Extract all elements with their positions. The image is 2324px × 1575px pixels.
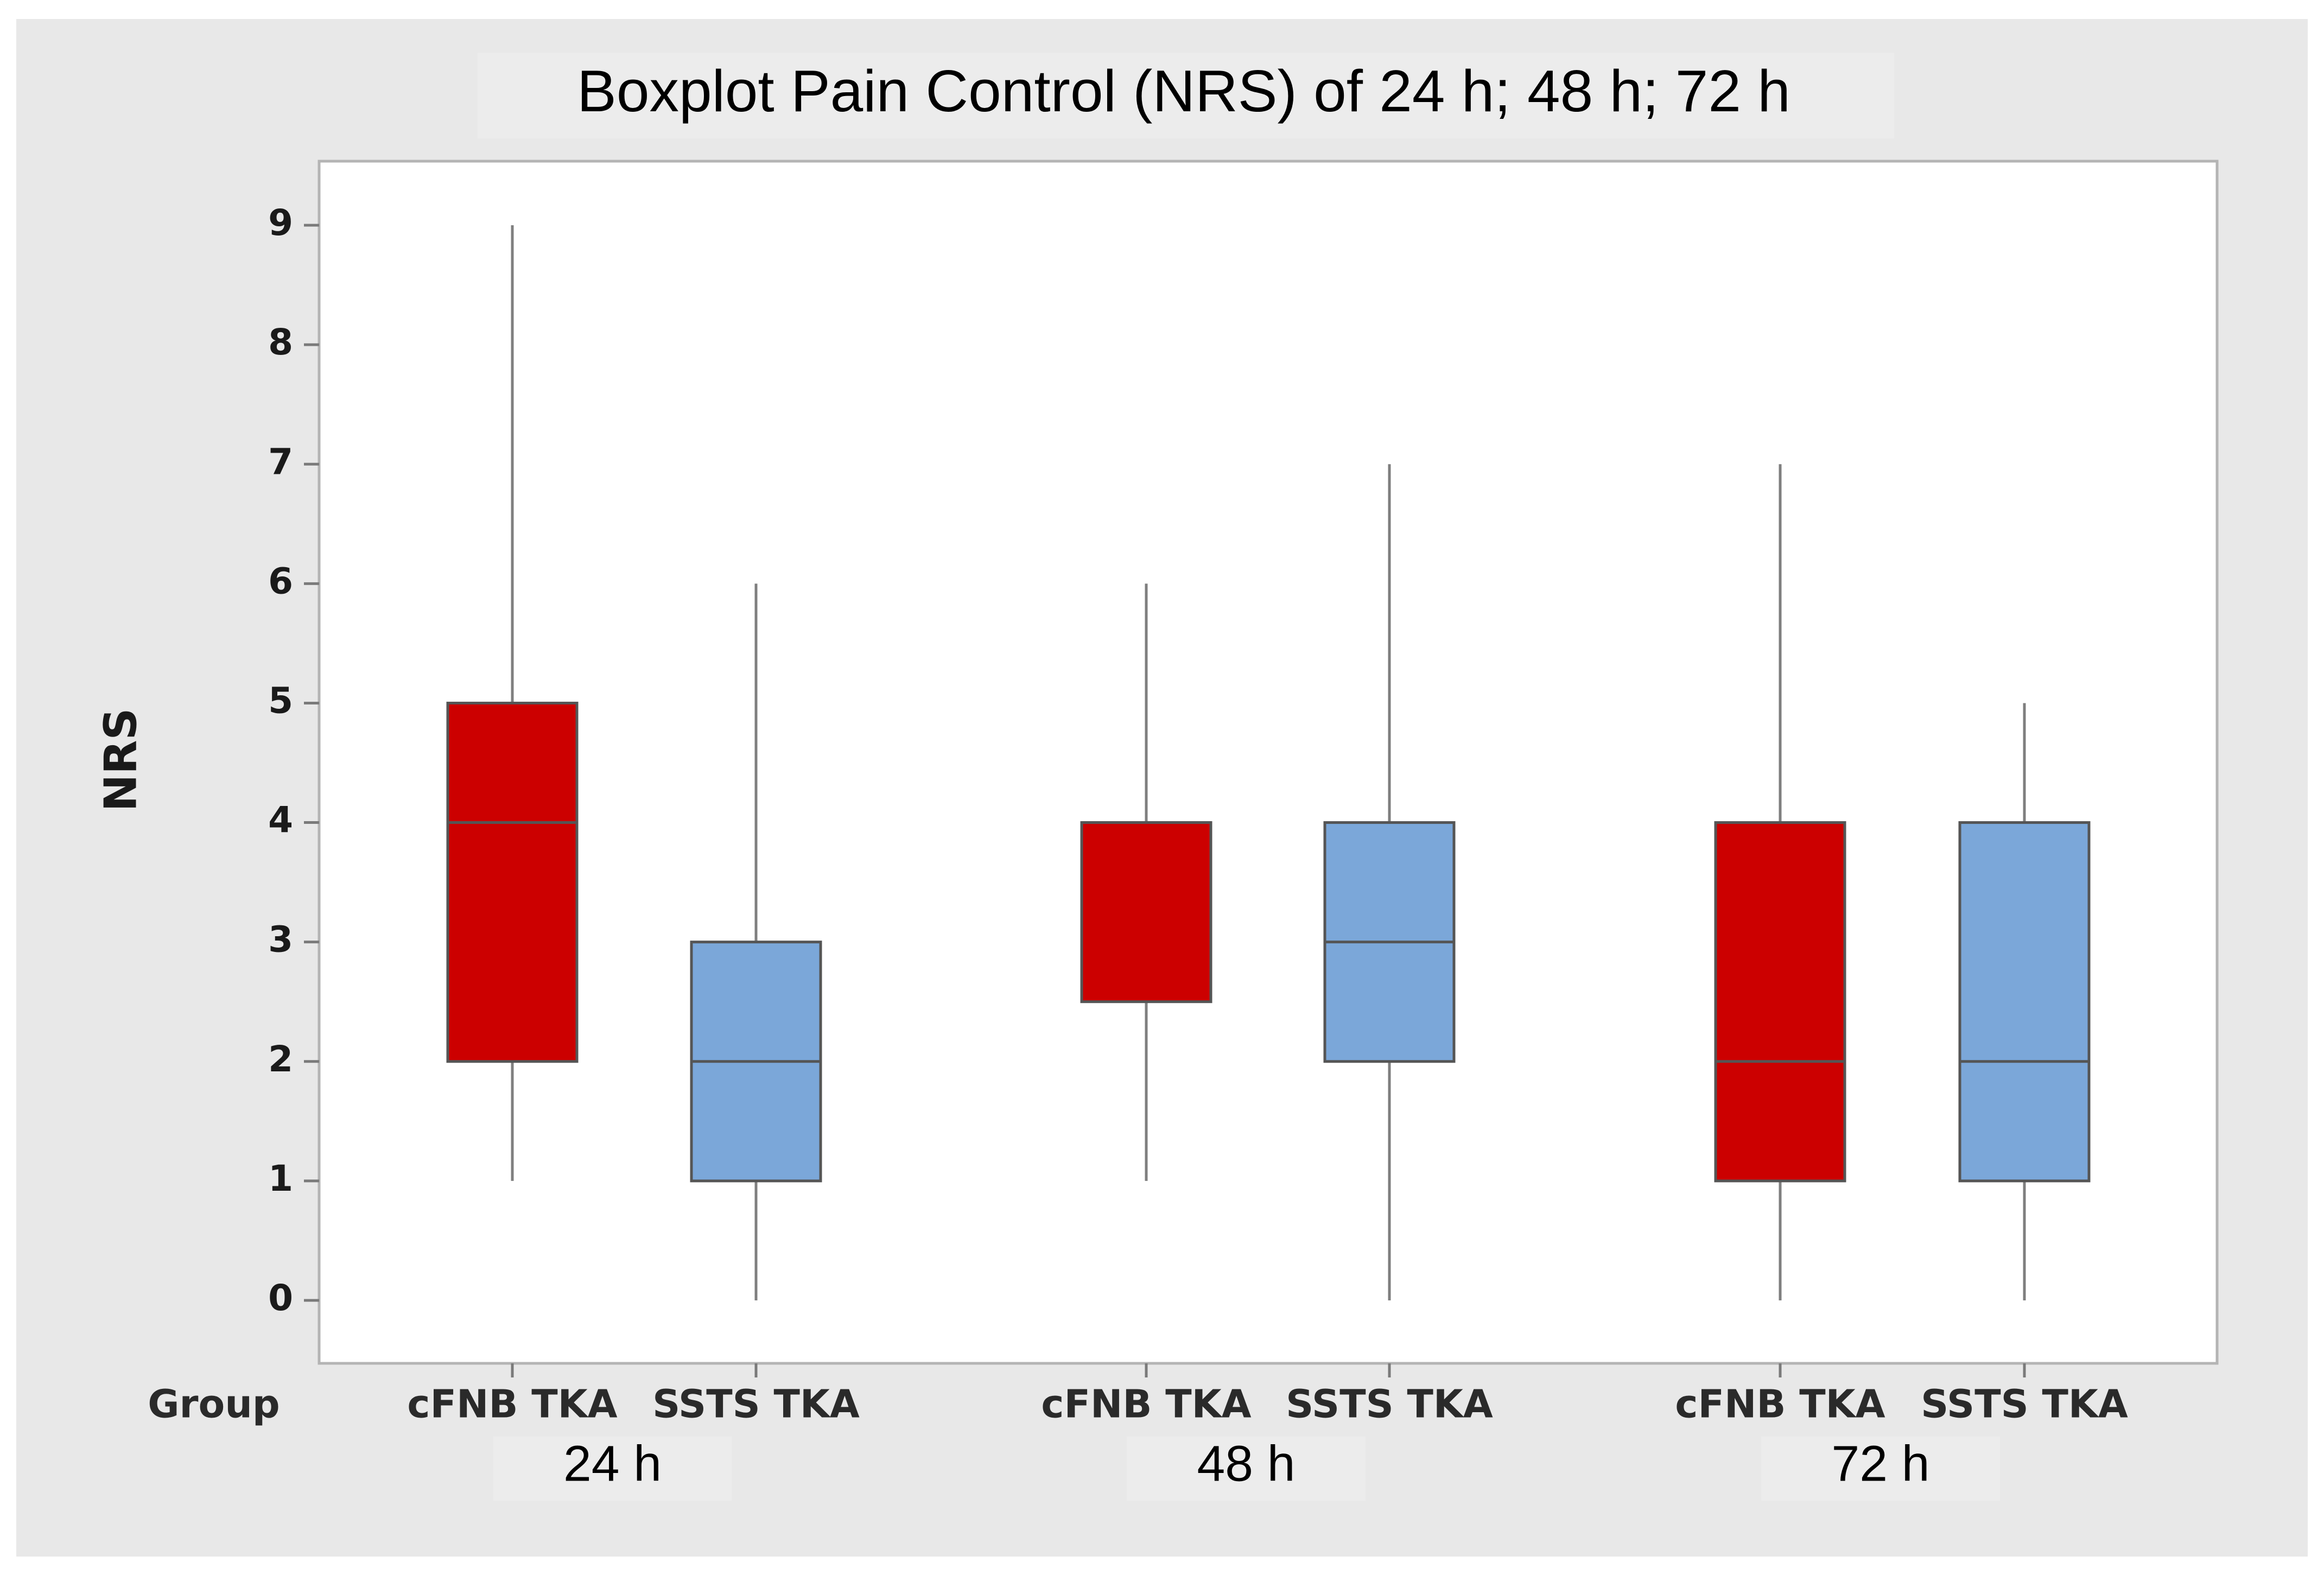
- y-tick-label: 2: [268, 1038, 293, 1080]
- y-tick-label: 1: [268, 1158, 293, 1199]
- time-label-box: [493, 1437, 732, 1501]
- box-iqr: [1080, 821, 1212, 1004]
- box-48h-ssts: [1323, 464, 1456, 1300]
- chart-title: Boxplot Pain Control (NRS) of 24 h; 48 h…: [577, 58, 1790, 124]
- x-category-label: cFNB TKA: [1041, 1382, 1251, 1427]
- box-iqr: [1958, 821, 2091, 1183]
- box-24h-ssts: [690, 583, 822, 1300]
- x-category-label: cFNB TKA: [407, 1382, 617, 1427]
- box-iqr: [1714, 821, 1846, 1183]
- y-tick-label: 4: [268, 799, 293, 841]
- title-box: [478, 53, 1894, 138]
- x-category-label: cFNB TKA: [1675, 1382, 1885, 1427]
- time-label-box: [1127, 1437, 1366, 1501]
- time-group-label: 24 h: [563, 1436, 662, 1492]
- y-tick-label: 3: [268, 919, 293, 961]
- y-tick-label: 9: [268, 202, 293, 244]
- box-iqr: [446, 701, 579, 1063]
- x-axis: cFNB TKA SSTS TKA cFNB TKA SSTS TKA cFNB TKA…: [407, 1363, 2128, 1427]
- y-tick-label: 8: [268, 321, 293, 363]
- y-tick-label: 6: [268, 560, 293, 602]
- box-72h-cfnb: [1714, 464, 1846, 1300]
- box-72h-ssts: [1958, 703, 2091, 1300]
- box-48h-cfnb: [1080, 583, 1212, 1181]
- x-category-label: SSTS TKA: [1286, 1382, 1493, 1427]
- x-category-label: SSTS TKA: [652, 1382, 860, 1427]
- time-labels: 24 h 48 h 72 h: [493, 1436, 2000, 1501]
- y-tick-label: 7: [268, 441, 293, 482]
- y-axis: 0 1 2 3 4 5 6 7 8 9: [268, 202, 319, 1319]
- y-axis-title: NRS: [95, 708, 147, 812]
- time-group-label: 72 h: [1831, 1436, 1929, 1492]
- x-category-label: SSTS TKA: [1921, 1382, 2128, 1427]
- y-tick-label: 0: [268, 1277, 293, 1319]
- plot-area: [318, 160, 2219, 1365]
- y-tick-label: 5: [268, 680, 293, 722]
- time-group-label: 48 h: [1197, 1436, 1295, 1492]
- time-label-box: [1761, 1437, 2000, 1501]
- boxes-layer: [446, 225, 2091, 1300]
- box-24h-cfnb: [446, 225, 579, 1181]
- x-axis-title: Group: [148, 1382, 280, 1427]
